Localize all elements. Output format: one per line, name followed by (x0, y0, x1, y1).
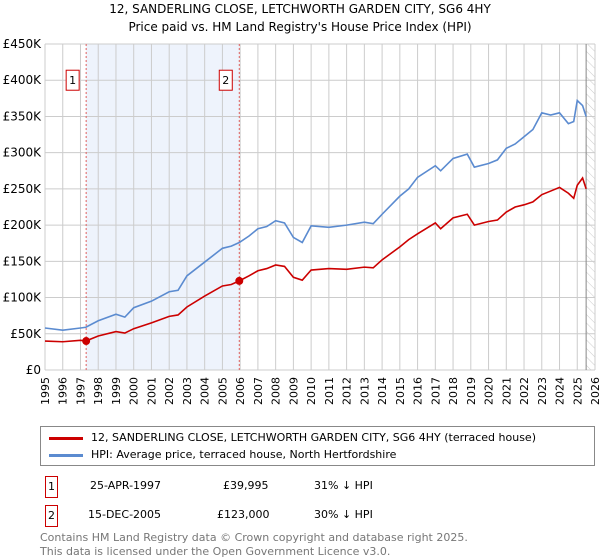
sale-label-box (218, 69, 233, 91)
sale-point (235, 276, 244, 285)
x-tick-label: 2014 (376, 377, 389, 405)
y-tick-label: £50K (10, 327, 42, 341)
y-tick-label: £0 (26, 363, 41, 377)
x-tick-label: 2000 (128, 377, 141, 405)
chart-subtitle: Price paid vs. HM Land Registry's House … (128, 20, 472, 34)
x-tick-label: 2013 (358, 377, 371, 405)
chart-title: 12, SANDERLING CLOSE, LETCHWORTH GARDEN … (109, 2, 491, 16)
x-tick-label: 2010 (305, 377, 318, 405)
x-tick-label: 2021 (500, 377, 513, 405)
sale-price: £39,995 (223, 479, 269, 492)
x-tick-label: 2017 (429, 377, 442, 405)
y-tick-label: £100K (3, 291, 43, 305)
x-tick-label: 2008 (270, 377, 283, 405)
x-tick-label: 2001 (145, 377, 158, 405)
x-tick-label: 2015 (394, 377, 407, 405)
y-tick-label: £300K (3, 146, 43, 160)
x-tick-label: 2007 (252, 377, 265, 405)
y-tick-label: £400K (3, 73, 43, 87)
sale-price: £123,000 (217, 508, 270, 521)
forecast-hatch (586, 44, 595, 370)
x-tick-label: 2024 (554, 377, 567, 405)
x-tick-label: 1996 (57, 377, 70, 405)
chart-legend: 12, SANDERLING CLOSE, LETCHWORTH GARDEN … (40, 426, 595, 466)
x-tick-label: 2003 (181, 377, 194, 405)
x-tick-label: 1999 (110, 377, 123, 405)
sale-date: 15-DEC-2005 (88, 508, 162, 521)
x-tick-label: 2026 (589, 377, 600, 405)
x-tick-label: 2009 (287, 377, 300, 405)
x-tick-label: 2016 (412, 377, 425, 405)
legend-swatch-hpi (49, 453, 83, 457)
sale-point (82, 337, 91, 346)
x-tick-label: 2025 (571, 377, 584, 405)
sale-label-box (65, 69, 80, 91)
sale-hpi-diff: 31% ↓ HPI (314, 479, 373, 492)
hpi-line (44, 98, 587, 331)
x-tick-label: 1997 (74, 377, 87, 405)
legend-label-property: 12, SANDERLING CLOSE, LETCHWORTH GARDEN … (91, 431, 536, 444)
legend-swatch-property (49, 436, 83, 440)
legend-label-hpi: HPI: Average price, terraced house, Nort… (91, 448, 397, 461)
y-tick-label: £250K (3, 182, 43, 196)
x-tick-label: 2020 (483, 377, 496, 405)
sale-badge: 2 (45, 505, 58, 527)
price-chart: 1995 1996 1997 1998 1999 2000 2001 2002 2003 2004… (3, 37, 600, 405)
x-tick-label: 1998 (92, 377, 105, 405)
sale-label: 2 (222, 74, 229, 87)
x-tick-label: 2019 (465, 377, 478, 405)
y-tick-label: £450K (3, 37, 43, 51)
sale-hpi-diff: 30% ↓ HPI (314, 508, 373, 521)
sale-badge: 1 (45, 476, 58, 498)
sale-label: 1 (69, 74, 76, 87)
x-tick-label: 2002 (163, 377, 176, 405)
footer-copyright: Contains HM Land Registry data © Crown c… (40, 531, 468, 544)
y-tick-label: £200K (3, 218, 43, 232)
x-tick-label: 2023 (536, 377, 549, 405)
x-tick-label: 1995 (39, 377, 52, 405)
x-tick-label: 2012 (341, 377, 354, 405)
x-tick-label: 2005 (216, 377, 229, 405)
x-tick-label: 2006 (234, 377, 247, 405)
x-tick-label: 2011 (323, 377, 336, 405)
property-price-line (44, 176, 587, 343)
x-tick-label: 2022 (518, 377, 531, 405)
sale-period-shade (86, 44, 240, 370)
y-tick-label: £150K (3, 254, 43, 268)
x-tick-label: 2018 (447, 377, 460, 405)
y-tick-label: £350K (3, 109, 43, 123)
footer-licence: This data is licensed under the Open Gov… (40, 545, 391, 558)
x-tick-label: 2004 (199, 377, 212, 405)
sale-date: 25-APR-1997 (90, 479, 162, 492)
